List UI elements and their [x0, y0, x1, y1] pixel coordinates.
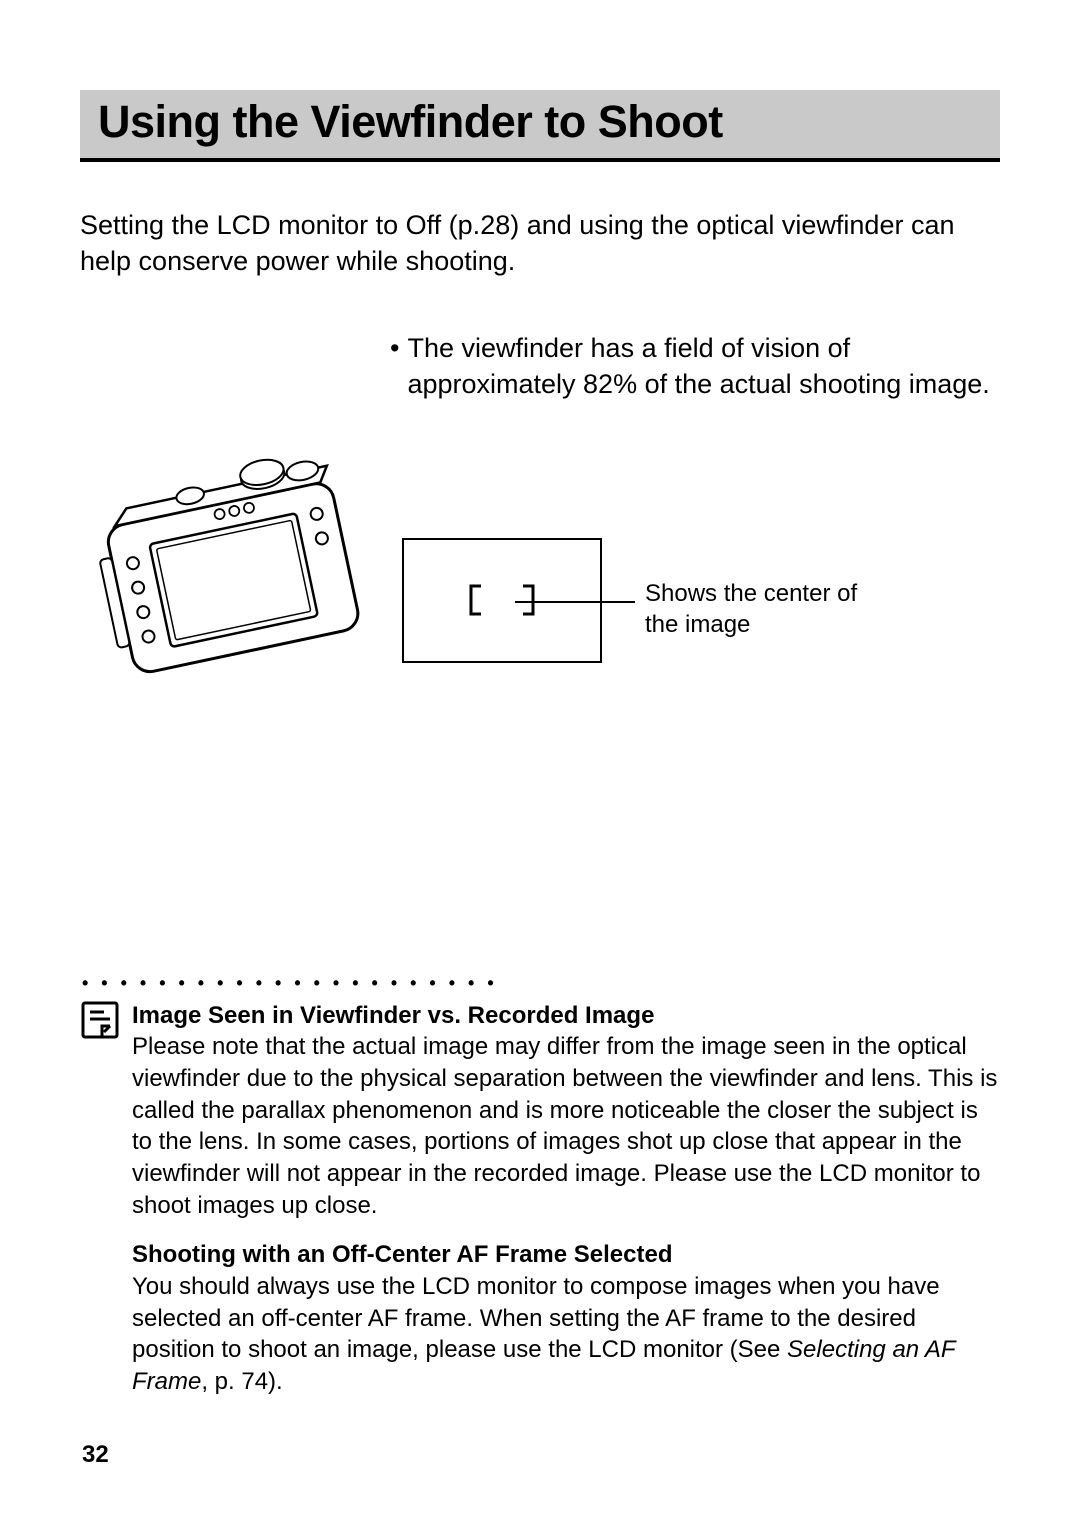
note-text-1: Please note that the actual image may di…	[132, 1033, 997, 1218]
section-title: Using the Viewfinder to Shoot	[98, 96, 982, 148]
caption-line-2: the image	[645, 609, 857, 640]
camera-illustration	[85, 433, 375, 693]
manual-page: Using the Viewfinder to Shoot Setting th…	[0, 0, 1080, 1529]
note-body: Image Seen in Viewfinder vs. Recorded Im…	[132, 1000, 1000, 1416]
note-block: Image Seen in Viewfinder vs. Recorded Im…	[80, 1000, 1000, 1416]
bullet-text: The viewfinder has a field of vision of …	[407, 330, 1000, 403]
divider-dots-icon: ••••••••••••••••••••••	[82, 973, 1000, 994]
bullet-item: • The viewfinder has a field of vision o…	[80, 330, 1000, 403]
note-subhead-2: Shooting with an Off-Center AF Frame Sel…	[132, 1241, 673, 1268]
memo-icon	[80, 1000, 126, 1416]
intro-paragraph: Setting the LCD monitor to Off (p.28) an…	[80, 207, 1000, 280]
caption-line-1: Shows the center of	[645, 578, 857, 609]
viewfinder-caption: Shows the center of the image	[645, 578, 857, 640]
page-number: 32	[82, 1441, 109, 1469]
note-text-2b: , p. 74).	[201, 1368, 282, 1395]
note-subhead-1: Image Seen in Viewfinder vs. Recorded Im…	[132, 1002, 654, 1029]
bullet-dot-icon: •	[390, 330, 399, 403]
viewfinder-figure: Shows the center of the image	[80, 433, 1000, 713]
section-title-bar: Using the Viewfinder to Shoot	[80, 90, 1000, 162]
callout-leader-line	[515, 601, 635, 603]
